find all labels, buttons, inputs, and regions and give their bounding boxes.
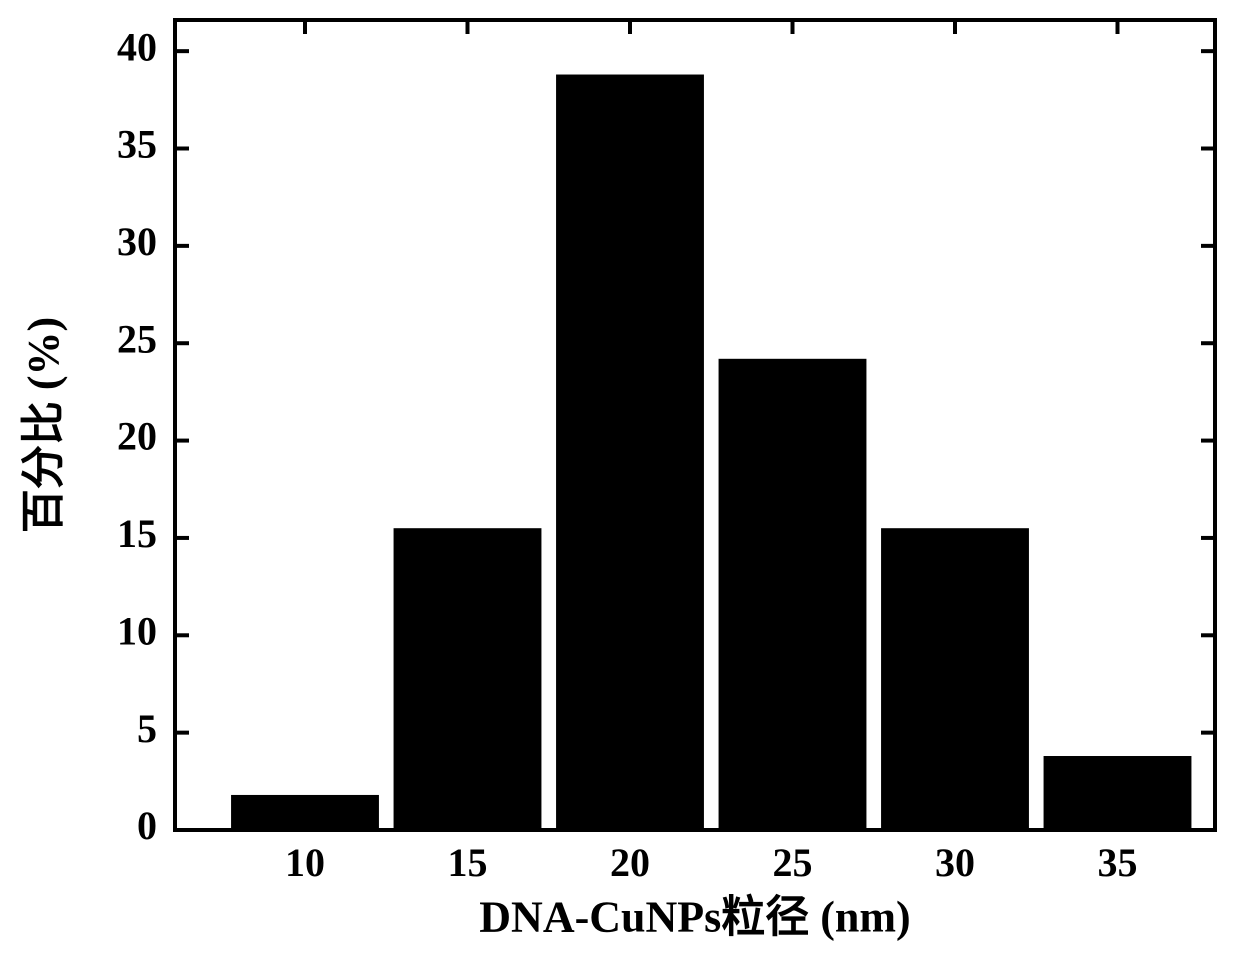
y-tick-label: 15 [117,511,157,556]
y-tick-label: 5 [137,706,157,751]
y-tick-label: 0 [137,803,157,848]
x-tick-label: 30 [935,840,975,885]
bar [719,359,867,830]
x-tick-label: 20 [610,840,650,885]
y-tick-label: 10 [117,608,157,653]
y-tick-label: 20 [117,414,157,459]
bar [556,75,704,830]
y-tick-label: 35 [117,122,157,167]
bar [394,528,542,830]
y-tick-label: 40 [117,24,157,69]
x-tick-label: 10 [285,840,325,885]
y-tick-label: 30 [117,219,157,264]
y-tick-label: 25 [117,316,157,361]
x-tick-label: 15 [448,840,488,885]
bar [881,528,1029,830]
bar-chart: 0 5 10 15 20 25 30 35 40 10 15 20 25 30 35 百分比 (%) DNA-C… [0,0,1240,961]
x-tick-label: 25 [773,840,813,885]
chart-container: 0 5 10 15 20 25 30 35 40 10 15 20 25 30 35 百分比 (%) DNA-C… [0,0,1240,961]
x-axis-label: DNA-CuNPs粒径 (nm) [479,893,910,942]
x-tick-label: 35 [1098,840,1138,885]
y-axis-label: 百分比 (%) [19,317,68,533]
